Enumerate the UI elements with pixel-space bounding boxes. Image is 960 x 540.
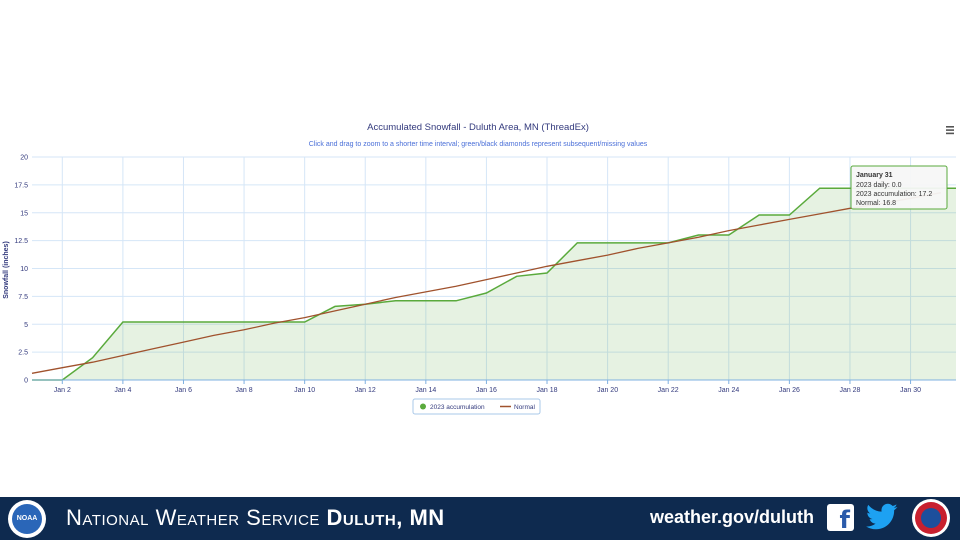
tooltip-accumulation: 2023 accumulation: 17.2 xyxy=(856,191,932,198)
legend-normal-label[interactable]: Normal xyxy=(514,404,536,411)
grid-lines xyxy=(32,156,956,381)
x-tick-label: Jan 16 xyxy=(476,387,497,394)
legend-accumulation-marker xyxy=(420,403,426,410)
chart-tooltip: January 31 2023 daily: 0.0 2023 accumula… xyxy=(850,165,948,210)
chart-legend[interactable]: 2023 accumulation Normal xyxy=(412,398,541,415)
y-tick-label: 20 xyxy=(20,155,28,162)
nws-office-name: Duluth, MN xyxy=(326,505,445,530)
x-tick-label: Jan 20 xyxy=(597,387,618,394)
tooltip-daily: 2023 daily: 0.0 xyxy=(856,182,902,189)
chart-subtitle: Click and drag to zoom to a shorter time… xyxy=(309,141,648,148)
y-tick-label: 5 xyxy=(24,322,28,329)
nws-footer-banner: NOAA National Weather Service Duluth, MN… xyxy=(0,497,960,540)
axes: 0 2.5 5 7.5 10 12.5 15 17.5 20 Jan 2 Jan 4 Jan 6 Jan… xyxy=(14,155,956,394)
noaa-logo: NOAA xyxy=(8,500,46,538)
x-tick-label: Jan 12 xyxy=(355,387,376,394)
nws-office-title: National Weather Service Duluth, MN xyxy=(66,503,445,533)
tooltip-date: January 31 xyxy=(856,172,893,179)
legend-accumulation-label[interactable]: 2023 accumulation xyxy=(430,404,485,411)
accumulation-line xyxy=(32,187,956,381)
nws-logo xyxy=(912,499,950,537)
y-tick-label: 10 xyxy=(20,266,28,273)
x-tick-label: Jan 30 xyxy=(900,387,921,394)
chart-menu-button[interactable] xyxy=(944,124,956,136)
x-tick-label: Jan 2 xyxy=(54,387,71,394)
y-tick-label: 12.5 xyxy=(14,238,28,245)
x-tick-label: Jan 28 xyxy=(839,387,860,394)
normal-line xyxy=(31,192,942,374)
website-link[interactable]: weather.gov/duluth xyxy=(650,507,815,527)
y-axis-title: Snowfall (inches) xyxy=(3,241,10,299)
x-tick-label: Jan 24 xyxy=(718,387,739,394)
y-tick-label: 17.5 xyxy=(14,182,28,189)
y-tick-label: 15 xyxy=(20,210,28,217)
snowfall-chart[interactable]: Accumulated Snowfall - Duluth Area, MN (… xyxy=(0,110,960,420)
x-tick-label: Jan 22 xyxy=(658,387,679,394)
accumulation-area-fill xyxy=(32,188,956,380)
y-tick-label: 0 xyxy=(24,378,28,385)
plot-series xyxy=(31,187,956,381)
x-tick-label: Jan 10 xyxy=(294,387,315,394)
tooltip-normal: Normal: 16.8 xyxy=(856,200,896,207)
y-tick-label: 7.5 xyxy=(18,294,28,301)
x-tick-label: Jan 8 xyxy=(236,387,253,394)
chart-title: Accumulated Snowfall - Duluth Area, MN (… xyxy=(367,122,589,133)
nws-title-prefix: National Weather Service xyxy=(66,505,327,530)
twitter-icon[interactable] xyxy=(866,503,898,531)
nws-logo-core xyxy=(921,508,941,528)
y-tick-label: 2.5 xyxy=(18,350,28,357)
noaa-logo-text: NOAA xyxy=(12,504,42,534)
x-tick-label: Jan 6 xyxy=(175,387,192,394)
x-tick-label: Jan 18 xyxy=(537,387,558,394)
x-tick-label: Jan 14 xyxy=(415,387,436,394)
x-tick-label: Jan 26 xyxy=(779,387,800,394)
x-tick-label: Jan 4 xyxy=(114,387,131,394)
facebook-icon[interactable]: f xyxy=(827,504,854,531)
